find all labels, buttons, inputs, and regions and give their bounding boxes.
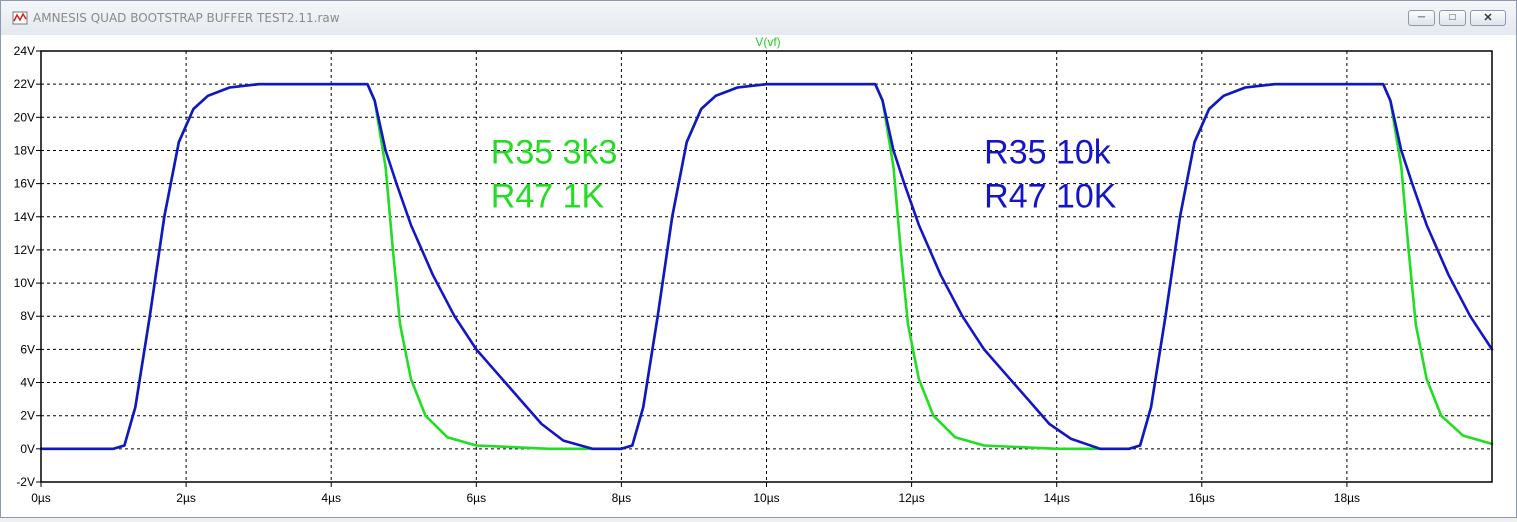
title-bar[interactable]: AMNESIS QUAD BOOTSTRAP BUFFER TEST2.11.r… [1,1,1516,36]
x-tick-label: 0µs [31,491,51,505]
y-tick-label: 2V [20,409,35,423]
x-tick-label: 10µs [753,491,779,505]
maximize-button[interactable]: □ [1439,10,1466,26]
x-tick-label: 12µs [898,491,924,505]
y-tick-label: 12V [14,243,35,257]
y-tick-label: 4V [20,376,35,390]
trace-label[interactable]: V(vf) [755,35,780,49]
grid [41,51,1492,482]
waveform-app-icon [12,11,28,25]
traces [39,82,1494,451]
y-tick-label: 0V [20,442,35,456]
y-tick-label: 14V [14,210,35,224]
annotation-text: R35 3k3 [491,134,618,172]
y-tick-label: 22V [14,77,35,91]
y-tick-label: 8V [20,309,35,323]
x-tick-label: 2µs [176,491,196,505]
maximize-icon: □ [1449,12,1456,23]
close-icon: ✕ [1483,11,1493,24]
window-title: AMNESIS QUAD BOOTSTRAP BUFFER TEST2.11.r… [33,11,340,25]
annotation-text: R47 10K [984,178,1117,216]
y-tick-label: 20V [14,110,35,124]
x-tick-label: 16µs [1189,491,1215,505]
waveform-chart[interactable]: 0µs 2µs 4µs 6µs 8µs 10µs 12µs 14µs 16µs 18µs -2V 0V… [1,35,1516,517]
annotations: R35 3k3 R47 1K R35 10k R47 10K [491,134,1117,216]
x-tick-label: 8µs [612,491,632,505]
minimize-button[interactable]: ─ [1408,10,1435,26]
x-tick-label: 14µs [1044,491,1070,505]
plot-frame [40,50,1493,483]
plot-border [40,50,1493,483]
x-tick-label: 6µs [467,491,487,505]
y-tick-label: 10V [14,276,35,290]
x-tick-label: 4µs [321,491,341,505]
y-tick-label: 18V [14,143,35,157]
y-tick-label: 6V [20,342,35,356]
y-tick-label: 24V [14,44,35,58]
y-tick-label: 16V [14,177,35,191]
x-tick-label: 18µs [1334,491,1360,505]
trace-blue[interactable] [39,82,1494,451]
axis-ticks: 0µs 2µs 4µs 6µs 8µs 10µs 12µs 14µs 16µs 18µs -2V 0V… [14,44,1360,505]
close-button[interactable]: ✕ [1470,10,1506,26]
annotation-text: R47 1K [491,178,605,216]
minimize-icon: ─ [1417,12,1426,23]
plot-area[interactable]: 0µs 2µs 4µs 6µs 8µs 10µs 12µs 14µs 16µs 18µs -2V 0V… [1,35,1516,517]
annotation-text: R35 10k [984,134,1112,172]
y-tick-label: -2V [16,475,35,489]
